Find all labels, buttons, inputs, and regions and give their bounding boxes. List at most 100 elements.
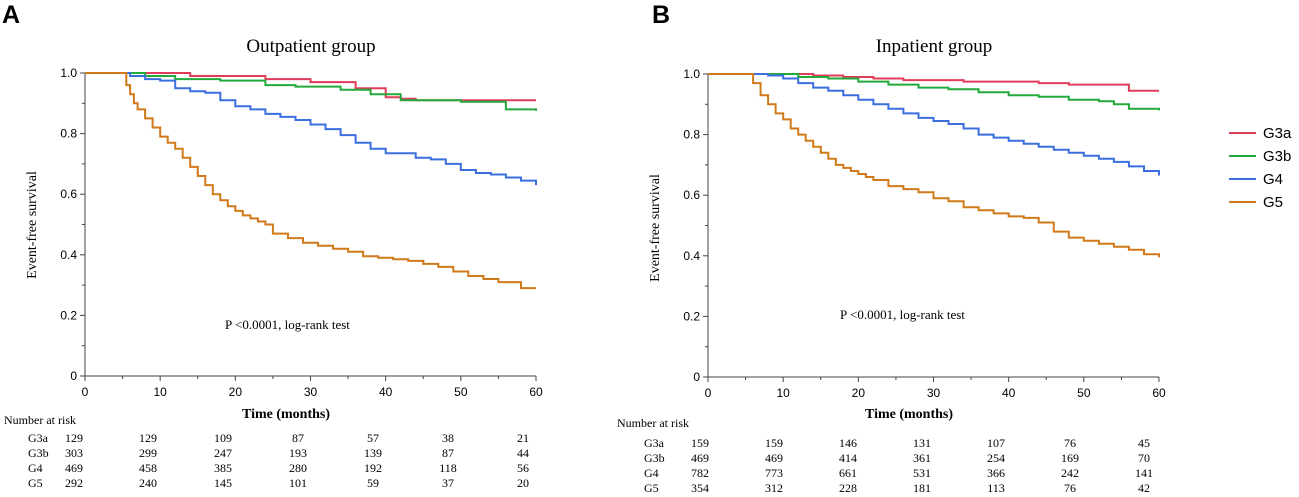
risk-cell: 20: [517, 476, 529, 490]
risk-cell: 193: [289, 446, 307, 460]
risk-cell: 385: [214, 461, 232, 475]
logrank-annotation-inpatient: P <0.0001, log-rank test: [840, 307, 965, 322]
y-tick-label: 0.6: [60, 187, 77, 201]
series-line-g3a: [85, 72, 536, 102]
x-tick-label: 10: [776, 386, 790, 400]
y-tick-label: 0.4: [683, 249, 700, 263]
chart-title-outpatient: Outpatient group: [246, 36, 375, 57]
series-line-g3a: [708, 73, 1159, 92]
legend: G3a G3b G4 G5: [1229, 125, 1292, 211]
x-tick-label: 40: [379, 385, 393, 399]
y-tick-label: 1.0: [60, 66, 77, 80]
risk-cell: 101: [289, 476, 307, 490]
plot-area-inpatient: 0 0.2 0.4 0.6 0.8 1.0 0 10 20 30 40 50 60: [683, 67, 1166, 400]
risk-row-label: G3b: [28, 446, 49, 460]
risk-cell: 146: [839, 436, 857, 450]
y-tick-label: 0.2: [60, 308, 77, 322]
panel-inpatient: B Inpatient group Event-free survival Ti…: [617, 1, 1166, 495]
risk-cell: 181: [913, 481, 931, 495]
risk-table-outpatient: G3a 129 129 109 87 57 38 21 G3b 303 299 247 193 139 87…: [28, 431, 529, 490]
risk-cell: 139: [364, 446, 382, 460]
risk-cell: 299: [139, 446, 157, 460]
x-tick-label: 30: [304, 385, 318, 399]
risk-cell: 76: [1064, 436, 1076, 450]
y-tick-label: 0: [693, 370, 700, 384]
risk-cell: 414: [839, 451, 857, 465]
risk-cell: 38: [442, 431, 454, 445]
y-tick-label: 1.0: [683, 67, 700, 81]
risk-cell: 141: [1135, 466, 1153, 480]
y-tick-label: 0.2: [683, 309, 700, 323]
risk-cell: 228: [839, 481, 857, 495]
x-tick-label: 30: [927, 386, 941, 400]
risk-cell: 57: [367, 431, 379, 445]
risk-cell: 87: [442, 446, 454, 460]
risk-cell: 129: [65, 431, 83, 445]
legend-label-g3b: G3b: [1263, 148, 1291, 165]
risk-cell: 292: [65, 476, 83, 490]
risk-cell: 59: [367, 476, 379, 490]
x-tick-label: 0: [82, 385, 89, 399]
risk-cell: 56: [517, 461, 529, 475]
x-tick-label: 50: [1077, 386, 1091, 400]
risk-cell: 118: [439, 461, 457, 475]
risk-table-header-inpatient: Number at risk: [617, 416, 689, 430]
risk-cell: 531: [913, 466, 931, 480]
risk-cell: 192: [364, 461, 382, 475]
x-tick-label: 10: [153, 385, 167, 399]
risk-cell: 280: [289, 461, 307, 475]
risk-cell: 366: [987, 466, 1005, 480]
x-tick-label: 0: [705, 386, 712, 400]
x-axis-label-outpatient: Time (months): [242, 407, 330, 422]
plot-area-outpatient: 0 0.2 0.4 0.6 0.8 1.0 0 10 20 30 40 50 60: [60, 66, 543, 399]
risk-table-inpatient: G3a 159 159 146 131 107 76 45 G3b 469 469 414 361 254…: [644, 436, 1153, 495]
series-line-g5: [85, 72, 536, 290]
risk-cell: 312: [765, 481, 783, 495]
risk-cell: 169: [1061, 451, 1079, 465]
series-line-g4: [85, 72, 537, 186]
risk-cell: 131: [913, 436, 931, 450]
risk-cell: 661: [839, 466, 857, 480]
panel-letter-b: B: [652, 1, 670, 29]
risk-row-label: G3a: [28, 431, 49, 445]
risk-cell: 113: [987, 481, 1005, 495]
legend-label-g3a: G3a: [1263, 125, 1292, 142]
risk-row-label: G5: [644, 481, 659, 495]
y-tick-label: 0.8: [60, 127, 77, 141]
x-tick-label: 60: [529, 385, 543, 399]
panel-outpatient: A Outpatient group Event-free survival T…: [2, 1, 543, 490]
risk-cell: 44: [517, 446, 529, 460]
risk-table-header-outpatient: Number at risk: [4, 413, 76, 427]
legend-label-g5: G5: [1263, 194, 1283, 211]
risk-cell: 254: [987, 451, 1005, 465]
series-line-g3b: [85, 72, 537, 111]
risk-cell: 303: [65, 446, 83, 460]
risk-row-label: G4: [644, 466, 659, 480]
risk-cell: 87: [292, 431, 304, 445]
risk-cell: 21: [517, 431, 529, 445]
risk-cell: 159: [765, 436, 783, 450]
risk-cell: 240: [139, 476, 157, 490]
x-tick-label: 20: [852, 386, 866, 400]
risk-cell: 361: [913, 451, 931, 465]
risk-cell: 107: [987, 436, 1005, 450]
y-tick-label: 0.4: [60, 248, 77, 262]
risk-cell: 469: [765, 451, 783, 465]
series-line-g4: [708, 73, 1160, 176]
risk-row-label: G3b: [644, 451, 665, 465]
risk-cell: 42: [1138, 481, 1150, 495]
x-tick-label: 20: [229, 385, 243, 399]
chart-title-inpatient: Inpatient group: [876, 36, 993, 57]
risk-cell: 145: [214, 476, 232, 490]
y-axis-label-inpatient: Event-free survival: [648, 174, 663, 282]
risk-row-label: G5: [28, 476, 43, 490]
risk-cell: 354: [691, 481, 709, 495]
risk-row-label: G4: [28, 461, 43, 475]
y-axis-label-outpatient: Event-free survival: [25, 171, 40, 279]
y-tick-label: 0: [70, 369, 77, 383]
risk-cell: 773: [765, 466, 783, 480]
risk-cell: 458: [139, 461, 157, 475]
risk-cell: 70: [1138, 451, 1150, 465]
risk-cell: 37: [442, 476, 454, 490]
